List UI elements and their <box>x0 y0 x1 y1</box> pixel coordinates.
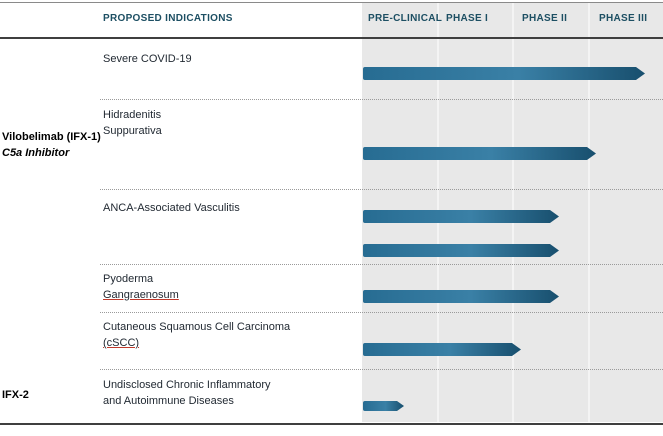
progress-bar-hidradenitis-suppurativa <box>363 147 596 160</box>
row-separator <box>100 264 663 265</box>
column-header-proposed-indications: PROPOSED INDICATIONS <box>103 13 233 24</box>
row-separator <box>100 99 663 100</box>
indication-line: Cutaneous Squamous Cell Carcinoma <box>103 321 291 333</box>
indication-label-pyoderma-gangraenosum: Pyoderma Gangraenosum <box>103 271 179 303</box>
row-separator <box>100 369 663 370</box>
indication-label-hidradenitis-suppurativa: Hidradenitis Suppurativa <box>103 107 162 139</box>
indication-line: Severe COVID-19 <box>103 53 192 65</box>
indication-line: Undisclosed Chronic Inflammatory <box>103 379 271 391</box>
header-underline-rule <box>0 37 663 39</box>
indication-line: Hidradenitis <box>103 109 162 121</box>
column-header-phase-2: PHASE II <box>522 13 568 24</box>
indication-line: Pyoderma <box>103 273 154 285</box>
progress-bar-anca-vasculitis-1 <box>363 210 559 223</box>
progress-bar-cscc <box>363 343 521 356</box>
progress-bar-pyoderma-gangraenosum <box>363 290 559 303</box>
indication-line: and Autoimmune Diseases <box>103 395 234 407</box>
indication-line: ANCA-Associated Vasculitis <box>103 202 240 214</box>
column-header-pre-clinical: PRE-CLINICAL <box>368 13 443 24</box>
top-border-rule <box>0 2 663 3</box>
indication-label-cscc: Cutaneous Squamous Cell Carcinoma (cSCC) <box>103 319 290 351</box>
progress-bar-severe-covid-19 <box>363 67 645 80</box>
program-mechanism-c5a-inhibitor: C5a Inhibitor <box>2 147 70 159</box>
progress-bar-anca-vasculitis-2 <box>363 244 559 257</box>
indication-line: (cSCC) <box>103 337 140 349</box>
indication-label-severe-covid-19: Severe COVID-19 <box>103 51 192 67</box>
program-name-ifx2: IFX-2 <box>2 389 29 401</box>
indication-line: Gangraenosum <box>103 289 179 301</box>
indication-label-anca-vasculitis: ANCA-Associated Vasculitis <box>103 200 240 216</box>
indication-label-undisclosed-diseases: Undisclosed Chronic Inflammatory and Aut… <box>103 377 271 409</box>
phase-column-divider <box>588 2 590 422</box>
program-name-vilobelimab: Vilobelimab (IFX-1) <box>2 131 101 143</box>
bottom-border-rule <box>0 423 663 425</box>
column-header-phase-1: PHASE I <box>446 13 489 24</box>
row-separator <box>100 312 663 313</box>
indication-line: Suppurativa <box>103 125 162 137</box>
progress-bar-undisclosed-diseases <box>363 401 404 411</box>
column-header-phase-3: PHASE III <box>599 13 648 24</box>
row-separator <box>100 189 663 190</box>
